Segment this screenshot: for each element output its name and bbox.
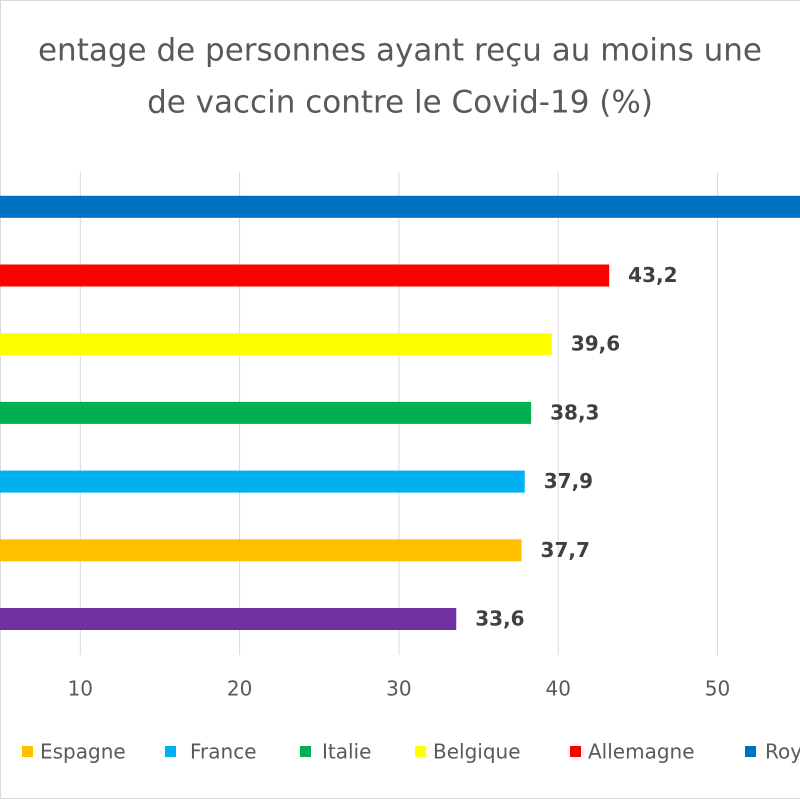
bar: [0, 401, 532, 424]
data-label: 39,6: [571, 332, 620, 356]
x-tick-label: 40: [545, 677, 570, 701]
bar: [0, 333, 552, 356]
data-label: 38,3: [550, 400, 599, 424]
x-tick-label: 30: [386, 677, 411, 701]
legend-swatch: [165, 746, 176, 757]
legend-label: Roy: [765, 740, 800, 764]
x-tick-label: 50: [705, 677, 730, 701]
legend-swatch: [22, 746, 33, 757]
bar: [0, 195, 800, 218]
bar: [0, 539, 522, 562]
legend-label: Italie: [322, 740, 371, 764]
x-tick-label: 20: [227, 677, 252, 701]
legend-swatch: [745, 746, 756, 757]
bar: [0, 264, 610, 287]
chart-title: de vaccin contre le Covid-19 (%): [147, 85, 653, 121]
legend-swatch: [415, 746, 426, 757]
legend-label: Espagne: [40, 740, 126, 764]
data-label: 37,9: [544, 469, 593, 493]
bar: [0, 608, 457, 630]
bar: [0, 470, 525, 493]
legend-label: Allemagne: [588, 740, 695, 764]
legend-label: Belgique: [433, 740, 521, 764]
legend-label: France: [190, 740, 257, 764]
data-label: 33,6: [475, 607, 524, 631]
chart-title: entage de personnes ayant reçu au moins …: [38, 33, 762, 69]
data-label: 37,7: [541, 538, 590, 562]
legend-swatch: [570, 746, 581, 757]
legend-swatch: [300, 746, 311, 757]
data-label: 43,2: [628, 263, 677, 287]
x-tick-label: 10: [68, 677, 93, 701]
